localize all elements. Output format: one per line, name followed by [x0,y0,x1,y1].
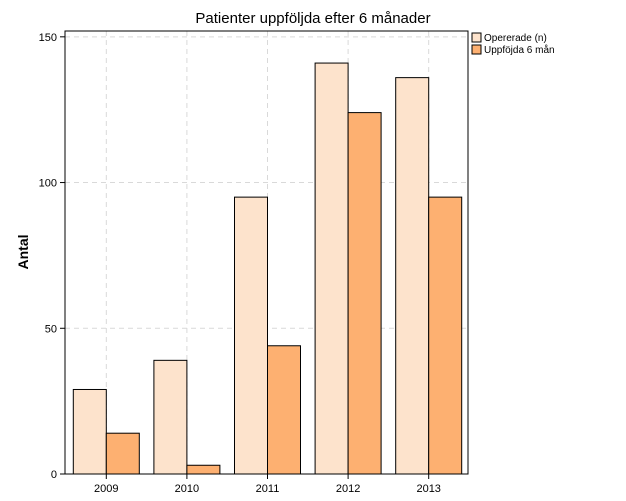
y-tick-label-3: 150 [39,32,57,44]
legend-label-1: Uppföjda 6 mån [484,44,555,56]
bar-uppfoljda-2010 [186,464,221,475]
legend-label-0: Opererade (n) [484,33,547,44]
bar-opererade-2009 [72,388,107,475]
x-tick-label-4: 2013 [416,483,440,495]
bar-uppfoljda-2011 [267,345,301,475]
bars [72,62,463,475]
bar-opererade-2012 [314,62,349,475]
y-tick-label-0: 0 [51,469,57,481]
bar-opererade-2013 [395,77,430,475]
x-tick-label-1: 2010 [175,483,199,495]
y-tick-label-1: 50 [45,323,57,335]
x-tick-label-3: 2012 [336,483,360,495]
chart-title: Patienter uppföljda efter 6 månader [195,10,430,27]
x-tick-label-2: 2011 [256,483,280,495]
legend: Opererade (n)Uppföjda 6 mån [471,32,555,56]
legend-swatch-0 [471,32,482,43]
bar-opererade-2011 [234,196,268,475]
y-tick-label-2: 100 [39,178,57,190]
y-axis-title: Antal [15,235,31,270]
bar-uppfoljda-2012 [347,112,382,475]
x-tick-label-0: 2009 [94,483,118,495]
bar-uppfoljda-2013 [428,196,463,475]
bar-uppfoljda-2009 [105,432,140,475]
bar-opererade-2010 [153,359,188,475]
legend-swatch-1 [471,44,482,55]
y-axis: 0 50 100 150 [39,32,65,481]
x-axis: 2009 2010 2011 2012 2013 [94,474,441,495]
